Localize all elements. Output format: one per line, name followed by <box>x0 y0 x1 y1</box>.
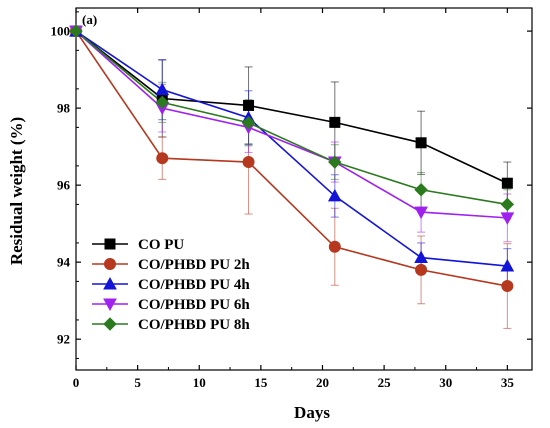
x-tick-label: 15 <box>254 375 268 390</box>
legend-label: CO/PHBD PU 6h <box>138 297 250 313</box>
data-point-co-phbd-pu-8h <box>500 197 515 212</box>
data-point-co-phbd-pu-2h <box>501 280 514 293</box>
data-point-co-phbd-pu-2h <box>156 152 169 165</box>
series-line-co-phbd-pu-8h <box>75 30 508 206</box>
legend-item-co-phbd-pu-8h: CO/PHBD PU 8h <box>92 317 250 333</box>
axis-ticks: 0 5 10 15 20 25 30 35 92 94 96 98 100 <box>51 8 532 390</box>
data-point-co-phbd-pu-4h <box>500 258 515 272</box>
data-point-co-phbd-pu-8h <box>69 24 83 38</box>
y-tick-label: 100 <box>51 24 71 39</box>
data-point-co-phbd-pu-8h <box>155 95 169 110</box>
series-line-co-phbd-pu-4h <box>75 30 508 267</box>
x-axis-title: Days <box>294 403 330 422</box>
y-axis-title: Residual weight (%) <box>7 117 26 265</box>
data-point-co-pu <box>329 116 341 128</box>
legend-marker <box>103 298 117 312</box>
x-tick-label: 5 <box>134 375 141 390</box>
plot-frame <box>75 7 533 371</box>
y-tick-label: 98 <box>57 101 71 116</box>
data-point-co-phbd-pu-2h <box>242 156 255 169</box>
legend-marker <box>104 258 116 270</box>
x-tick-label: 30 <box>439 375 452 390</box>
y-tick-label: 94 <box>57 255 71 270</box>
y-tick-label: 96 <box>57 178 71 193</box>
series-line-co-pu <box>75 30 508 184</box>
legend-item-co-pu: CO PU <box>92 237 184 253</box>
data-point-co-phbd-pu-4h <box>155 82 170 96</box>
data-point-co-phbd-pu-4h <box>414 250 428 264</box>
x-tick-label: 0 <box>73 375 80 390</box>
series-lines <box>75 30 508 287</box>
data-point-co-phbd-pu-2h <box>328 240 341 253</box>
data-point-co-pu <box>415 137 427 149</box>
x-tick-label: 10 <box>193 375 206 390</box>
panel-label: (a) <box>82 12 97 27</box>
y-tick-label: 92 <box>57 332 70 347</box>
data-point-co-pu <box>243 99 255 111</box>
data-point-co-phbd-pu-4h <box>327 188 342 202</box>
series-line-co-phbd-pu-6h <box>75 30 508 219</box>
legend-item-co-phbd-pu-4h: CO/PHBD PU 4h <box>92 276 250 293</box>
legend-marker <box>103 276 117 290</box>
data-point-co-phbd-pu-6h <box>500 212 515 225</box>
legend-item-co-phbd-pu-2h: CO/PHBD PU 2h <box>92 257 250 273</box>
legend-label: CO/PHBD PU 8h <box>138 317 250 333</box>
plot-border <box>75 7 533 371</box>
legend-item-co-phbd-pu-6h: CO/PHBD PU 6h <box>92 297 250 313</box>
legend-label: CO/PHBD PU 4h <box>138 277 250 293</box>
data-point-co-pu <box>501 177 513 189</box>
data-point-co-phbd-pu-8h <box>328 155 342 169</box>
legend-marker <box>103 317 117 331</box>
data-point-co-phbd-pu-8h <box>414 183 428 197</box>
x-tick-label: 20 <box>316 375 329 390</box>
x-tick-label: 35 <box>501 375 515 390</box>
legend: CO PU CO/PHBD PU 2h CO/PHBD PU 4h CO/PHBD P… <box>92 237 250 333</box>
data-point-co-phbd-pu-8h <box>241 116 256 130</box>
legend-marker <box>104 238 116 250</box>
legend-label: CO/PHBD PU 2h <box>138 257 250 273</box>
data-point-co-phbd-pu-6h <box>414 206 428 220</box>
series-line-co-phbd-pu-2h <box>75 30 508 287</box>
series-markers <box>69 24 515 293</box>
x-tick-label: 25 <box>378 375 392 390</box>
data-point-co-phbd-pu-2h <box>415 263 428 276</box>
legend-label: CO PU <box>138 237 184 253</box>
